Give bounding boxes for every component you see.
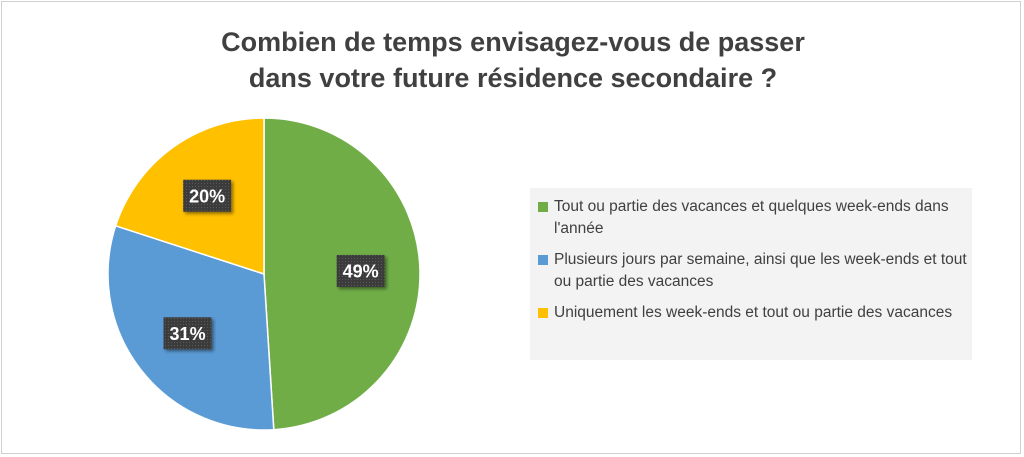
legend-swatch-yellow bbox=[538, 308, 548, 318]
data-label-background bbox=[163, 317, 212, 350]
legend-swatch-green bbox=[538, 202, 548, 212]
data-label-text: 49% bbox=[343, 261, 379, 281]
data-label: 49% bbox=[336, 254, 385, 287]
legend-swatch-blue bbox=[538, 255, 548, 265]
legend-item: Uniquement les week-ends et tout ou part… bbox=[538, 302, 972, 324]
chart-legend: Tout ou partie des vacances et quelques … bbox=[530, 188, 972, 360]
data-label-text: 20% bbox=[189, 186, 225, 206]
chart-title-line-1: Combien de temps envisagez-vous de passe… bbox=[221, 27, 805, 57]
legend-item: Plusieurs jours par semaine, ainsi que l… bbox=[538, 249, 972, 293]
data-label: 31% bbox=[163, 317, 212, 350]
data-label-text: 31% bbox=[170, 324, 206, 344]
legend-item: Tout ou partie des vacances et quelques … bbox=[538, 196, 972, 240]
chart-title-line-2: dans votre future résidence secondaire ? bbox=[248, 63, 778, 93]
legend-label: Tout ou partie des vacances et quelques … bbox=[554, 198, 949, 237]
legend-label: Plusieurs jours par semaine, ainsi que l… bbox=[554, 251, 967, 290]
data-label-background bbox=[336, 254, 385, 287]
data-label-background bbox=[183, 179, 232, 212]
chart-title: Combien de temps envisagez-vous de passe… bbox=[2, 24, 1024, 96]
data-label: 20% bbox=[183, 179, 232, 212]
legend-label: Uniquement les week-ends et tout ou part… bbox=[554, 304, 953, 321]
